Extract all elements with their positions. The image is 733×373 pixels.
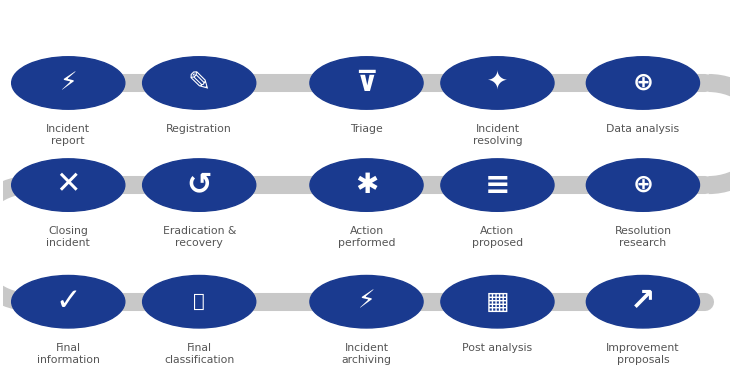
Text: Incident
resolving: Incident resolving [473,124,522,146]
Text: Eradication &
recovery: Eradication & recovery [163,226,236,248]
Ellipse shape [586,57,699,109]
Ellipse shape [310,57,423,109]
Text: Incident
archiving: Incident archiving [342,342,391,365]
Text: Data analysis: Data analysis [606,124,679,134]
Text: ⊕: ⊕ [633,173,653,197]
Text: ⚡: ⚡ [59,71,77,95]
Text: Resolution
research: Resolution research [614,226,671,248]
Ellipse shape [441,276,554,328]
Text: Triage: Triage [350,124,383,134]
Ellipse shape [12,276,125,328]
Text: ✱: ✱ [355,171,378,199]
Text: Closing
incident: Closing incident [46,226,90,248]
Text: ✕: ✕ [56,170,81,200]
Text: ↗: ↗ [630,287,656,316]
Text: ✓: ✓ [56,287,81,316]
Ellipse shape [12,159,125,211]
Text: ⊕: ⊕ [633,71,653,95]
Text: ▦: ▦ [486,290,509,314]
Ellipse shape [586,276,699,328]
Ellipse shape [12,57,125,109]
Ellipse shape [441,159,554,211]
Ellipse shape [441,57,554,109]
Text: Action
proposed: Action proposed [472,226,523,248]
Text: ≡: ≡ [485,170,510,200]
Text: Post analysis: Post analysis [463,342,532,352]
Ellipse shape [310,159,423,211]
Text: 👍: 👍 [194,292,205,311]
Text: ⊽: ⊽ [356,69,377,97]
Ellipse shape [310,276,423,328]
Ellipse shape [143,276,256,328]
Text: ✎: ✎ [188,69,211,97]
Ellipse shape [143,57,256,109]
Text: Action
performed: Action performed [338,226,395,248]
Text: Final
information: Final information [37,342,100,365]
Text: Incident
report: Incident report [46,124,90,146]
Ellipse shape [586,159,699,211]
Text: Registration: Registration [166,124,232,134]
Text: Improvement
proposals: Improvement proposals [606,342,679,365]
Text: Final
classification: Final classification [164,342,235,365]
Ellipse shape [143,159,256,211]
Text: ✦: ✦ [487,71,508,95]
Text: ⚡: ⚡ [358,290,375,314]
Text: ↺: ↺ [186,170,212,200]
